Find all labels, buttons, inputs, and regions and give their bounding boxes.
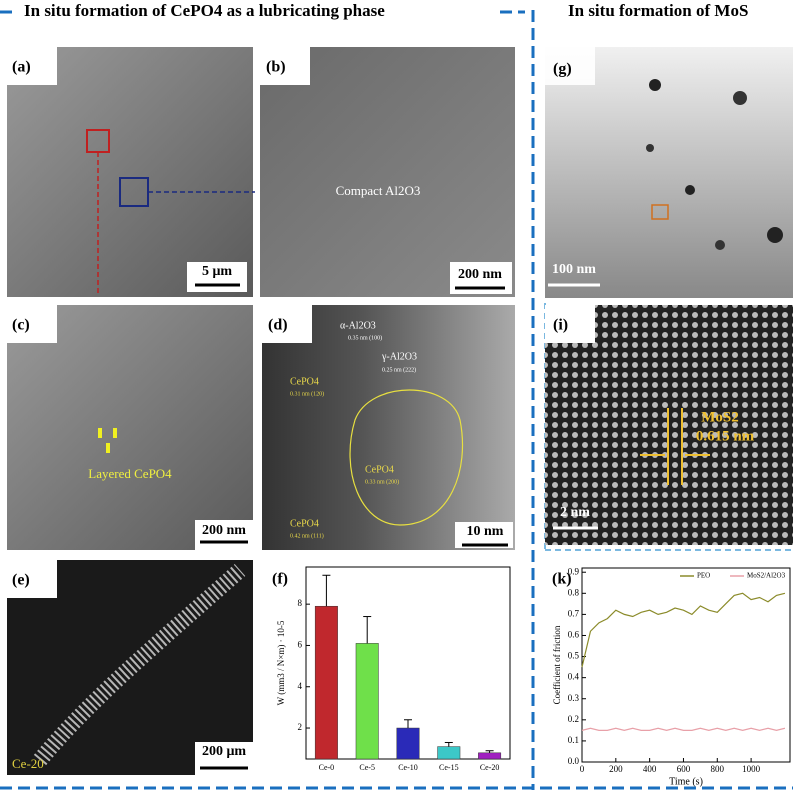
panel-k: (k) bbox=[552, 567, 791, 763]
x-tick-label: Ce-15 bbox=[439, 763, 459, 772]
x-axis-label: Time (s) bbox=[669, 776, 703, 787]
annotation: 0.615 nm bbox=[696, 428, 755, 444]
bar bbox=[478, 752, 502, 760]
panel-label: (b) bbox=[266, 59, 286, 76]
scale-bar-label: 10 nm bbox=[467, 524, 504, 539]
legend-label: MoS2/Al2O3 bbox=[747, 572, 786, 580]
annotation: CePO4 bbox=[290, 376, 319, 387]
x-tick-label: 800 bbox=[711, 764, 725, 774]
scale-bar-label: 200 nm bbox=[458, 267, 502, 282]
scale-bar-label: 200 μm bbox=[202, 744, 246, 759]
y-tick-label: 8 bbox=[298, 598, 303, 608]
y-tick-label: 4 bbox=[298, 681, 303, 691]
annotation: CePO4 bbox=[365, 464, 394, 475]
panel-i: (i) MoS2 0.615 nm 2 nm bbox=[545, 305, 793, 545]
panel-label: (g) bbox=[553, 61, 572, 78]
annotation: CePO4 bbox=[290, 518, 319, 529]
x-tick-label: Ce-0 bbox=[319, 763, 335, 772]
annotation: Compact Al2O3 bbox=[336, 183, 421, 198]
annotation: 0.33 nm (200) bbox=[365, 478, 399, 485]
panel-label: (e) bbox=[12, 572, 30, 589]
panel-b: (b) Compact Al2O3 200 nm bbox=[260, 47, 515, 297]
panel-e: (e) Ce-20 200 μm bbox=[7, 560, 253, 775]
bar bbox=[355, 643, 379, 760]
bar bbox=[396, 727, 420, 760]
x-tick-label: 0 bbox=[580, 764, 585, 774]
x-tick-label: 200 bbox=[609, 764, 623, 774]
annotation: γ-Al2O3 bbox=[381, 351, 417, 362]
annotation: 0.35 nm (100) bbox=[348, 334, 382, 341]
panel-label: (c) bbox=[12, 317, 30, 334]
x-tick-label: Ce-10 bbox=[398, 763, 418, 772]
panel-label: (f) bbox=[272, 571, 288, 588]
line bbox=[581, 592, 786, 668]
y-tick-label: 0.3 bbox=[568, 693, 580, 703]
annotation: Layered CePO4 bbox=[88, 466, 172, 481]
annotation: 0.42 nm (111) bbox=[290, 532, 324, 539]
annotation: α-Al2O3 bbox=[340, 320, 376, 331]
y-tick-label: 0.1 bbox=[568, 735, 579, 745]
x-tick-label: Ce-5 bbox=[359, 763, 375, 772]
header-left: In situ formation of CePO4 as a lubricat… bbox=[24, 1, 385, 20]
panel-label: (a) bbox=[12, 59, 31, 76]
line bbox=[581, 727, 786, 731]
y-tick-label: 0.7 bbox=[568, 608, 580, 618]
y-tick-label: 0.6 bbox=[568, 630, 580, 640]
panel-g: (g) 100 nm bbox=[545, 47, 793, 298]
annotation: Ce-20 bbox=[12, 756, 44, 771]
x-tick-label: 400 bbox=[643, 764, 657, 774]
bar bbox=[314, 605, 338, 760]
x-tick-label: 1000 bbox=[742, 764, 761, 774]
annotation: 0.31 nm (120) bbox=[290, 390, 324, 397]
y-tick-label: 0.8 bbox=[568, 587, 580, 597]
panel-c: (c) Layered CePO4 200 nm bbox=[7, 305, 253, 550]
scale-bar-label: 100 nm bbox=[552, 262, 596, 277]
y-tick-label: 0.4 bbox=[568, 672, 580, 682]
y-tick-label: 0.0 bbox=[568, 756, 580, 766]
panel-f: (f) bbox=[272, 566, 511, 760]
panel-label: (d) bbox=[268, 317, 288, 334]
y-axis-label: W (mm3 / N×m) · 10-5 bbox=[276, 620, 286, 705]
scale-bar-label: 200 nm bbox=[202, 523, 246, 538]
y-tick-label: 2 bbox=[298, 722, 303, 732]
bar bbox=[437, 746, 461, 760]
x-tick-label: 600 bbox=[677, 764, 691, 774]
scale-bar-label: 5 μm bbox=[202, 264, 232, 279]
y-tick-label: 0.9 bbox=[568, 566, 580, 576]
y-tick-label: 0.5 bbox=[568, 651, 580, 661]
panel-label: (k) bbox=[552, 571, 572, 588]
legend-label: PEO bbox=[697, 572, 710, 580]
scale-bar-label: 2 nm bbox=[560, 505, 590, 520]
y-axis-label: Coefficient of friction bbox=[552, 625, 562, 704]
annotation: MoS2 bbox=[701, 409, 739, 425]
panel-label: (i) bbox=[553, 317, 568, 334]
panel-a: (a) 5 μm bbox=[7, 47, 255, 297]
y-tick-label: 0.2 bbox=[568, 714, 579, 724]
panel-d: (d) α-Al2O3 0.35 nm (100) γ-Al2O3 0.25 n… bbox=[262, 305, 515, 550]
y-tick-label: 6 bbox=[298, 640, 303, 650]
x-tick-label: Ce-20 bbox=[480, 763, 500, 772]
header-right: In situ formation of MoS bbox=[568, 1, 748, 20]
annotation: 0.25 nm (222) bbox=[382, 366, 416, 373]
